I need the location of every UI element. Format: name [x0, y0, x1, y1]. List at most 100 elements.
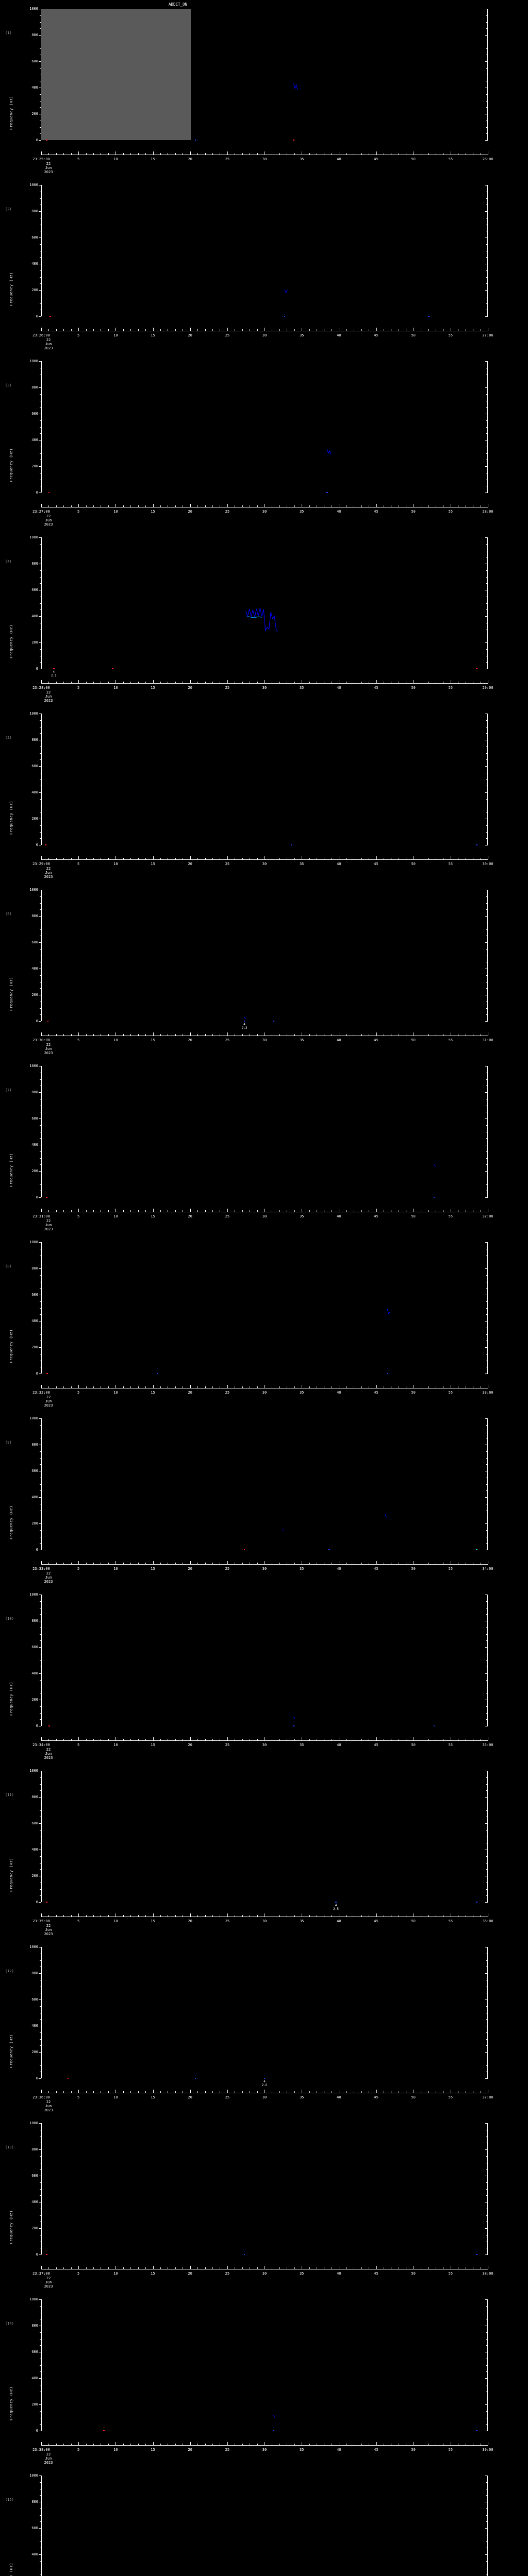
x-tick-minor — [175, 1563, 176, 1564]
x-tick-minor — [197, 1739, 199, 1740]
x-tick-minor — [63, 1915, 64, 1917]
date-day: 22 — [46, 338, 51, 342]
x-axis-date-stack: 22 Jun 2023 — [44, 162, 53, 174]
y-tick-minor — [486, 244, 488, 245]
x-tick-major — [376, 1913, 377, 1917]
x-tick-minor — [48, 505, 50, 507]
y-tick-minor — [40, 257, 41, 258]
y-tick-minor — [486, 577, 488, 578]
x-tick-minor — [294, 329, 295, 331]
y-tick-label: 600 — [31, 2350, 38, 2354]
x-tick-minor — [346, 1739, 347, 1740]
y-tick-minor — [40, 1301, 41, 1302]
date-year: 2023 — [44, 2108, 53, 2112]
x-tick-minor — [279, 1034, 280, 1036]
detection-marker — [476, 2253, 477, 2256]
x-tick-minor — [212, 1915, 213, 1917]
annotation-line-1: 4 — [263, 2080, 266, 2083]
y-axis-title: Frequency (Hz) — [9, 95, 13, 130]
y-tick-label: 1000 — [29, 2297, 38, 2301]
frequency-contour — [282, 1529, 284, 1531]
x-tick-minor — [48, 1386, 50, 1388]
x-tick-label: 50 — [411, 1038, 416, 1042]
x-tick-label: 30 — [262, 862, 267, 866]
y-tick-minor — [486, 1484, 488, 1485]
x-tick-label: 15 — [151, 2272, 155, 2276]
date-year: 2023 — [44, 699, 53, 703]
date-month: Jun — [45, 1223, 52, 1227]
x-tick-major — [78, 2442, 79, 2445]
x-tick-minor — [48, 2091, 50, 2093]
y-tick-minor — [486, 2195, 488, 2196]
y-tick — [39, 1242, 41, 1243]
date-month: Jun — [45, 1047, 52, 1051]
y-axis-title: Frequency (Hz) — [9, 1505, 13, 1539]
detection-marker — [293, 1725, 294, 1727]
x-tick-minor — [130, 1034, 131, 1036]
y-tick-label: 200 — [31, 2402, 38, 2406]
y-tick-minor — [486, 1719, 488, 1720]
x-tick-minor — [108, 858, 109, 859]
x-tick-major — [41, 1209, 42, 1212]
plot-frame — [41, 1771, 488, 1902]
y-tick-minor — [486, 2182, 488, 2183]
x-tick-major — [190, 1737, 191, 1740]
y-tick — [485, 766, 488, 767]
x-tick-major — [227, 2090, 228, 2093]
x-tick-major — [376, 1032, 377, 1036]
x-tick-minor — [205, 153, 206, 155]
spectrogram-panel: (8) 0 200 400 600 800 1000 Frequency (Hz) 23:32:… — [0, 1240, 528, 1418]
x-tick-label: 20 — [188, 2448, 192, 2452]
x-tick-label: 55 — [448, 862, 453, 866]
x-tick-minor — [71, 1739, 72, 1740]
x-tick-minor — [197, 682, 199, 683]
x-tick-minor — [138, 1386, 139, 1388]
x-tick-minor — [145, 329, 146, 331]
x-tick-label: 20 — [188, 2095, 192, 2099]
y-tick-minor — [486, 975, 488, 976]
x-tick-major — [153, 504, 154, 507]
date-year: 2023 — [44, 346, 53, 350]
date-day: 22 — [46, 2452, 51, 2456]
y-tick-minor — [486, 420, 488, 421]
x-tick-label: 35 — [299, 157, 304, 161]
x-tick-minor — [279, 153, 280, 155]
y-tick-minor — [486, 94, 488, 95]
x-tick-minor — [138, 682, 139, 683]
x-tick-label: 30 — [262, 686, 267, 690]
date-day: 22 — [46, 1748, 51, 1752]
x-tick-major — [376, 1385, 377, 1388]
detection-marker — [476, 2430, 477, 2432]
y-tick-label: 800 — [31, 914, 38, 918]
x-axis-date-stack: 22 Jun 2023 — [44, 514, 53, 527]
x-tick-minor — [63, 1563, 64, 1564]
y-tick-minor — [40, 1856, 41, 1857]
frequency-contour — [273, 2415, 275, 2418]
x-tick-minor — [160, 2267, 161, 2269]
x-tick-minor — [175, 858, 176, 859]
y-tick — [39, 1021, 41, 1022]
x-tick-minor — [257, 153, 258, 155]
x-tick-minor — [123, 2444, 124, 2445]
x-tick-minor — [63, 1386, 64, 1388]
x-tick-label: 35 — [299, 1743, 304, 1747]
x-tick-minor — [71, 153, 72, 155]
x-tick-minor — [309, 153, 310, 155]
detection-marker — [335, 1901, 337, 1903]
y-tick — [485, 2078, 488, 2079]
panel-index-label: (2) — [5, 207, 12, 212]
plot-axes: 0 200 400 600 800 1000 Frequency (Hz) — [9, 1064, 488, 1199]
y-tick-minor — [486, 1308, 488, 1309]
y-tick-label: 200 — [31, 640, 38, 645]
y-tick-minor — [486, 2365, 488, 2366]
x-tick-minor — [145, 682, 146, 683]
x-tick-minor — [86, 1034, 87, 1036]
y-tick-label: 800 — [31, 1266, 38, 1270]
y-tick — [39, 2404, 41, 2405]
detection-marker — [476, 668, 477, 670]
x-tick-label: 20 — [188, 1743, 192, 1747]
x-tick-minor — [145, 1386, 146, 1388]
plot-title: ADDET_ON — [168, 2, 188, 7]
annotation-line-1: 4 — [335, 1904, 337, 1907]
y-tick — [39, 2554, 41, 2555]
